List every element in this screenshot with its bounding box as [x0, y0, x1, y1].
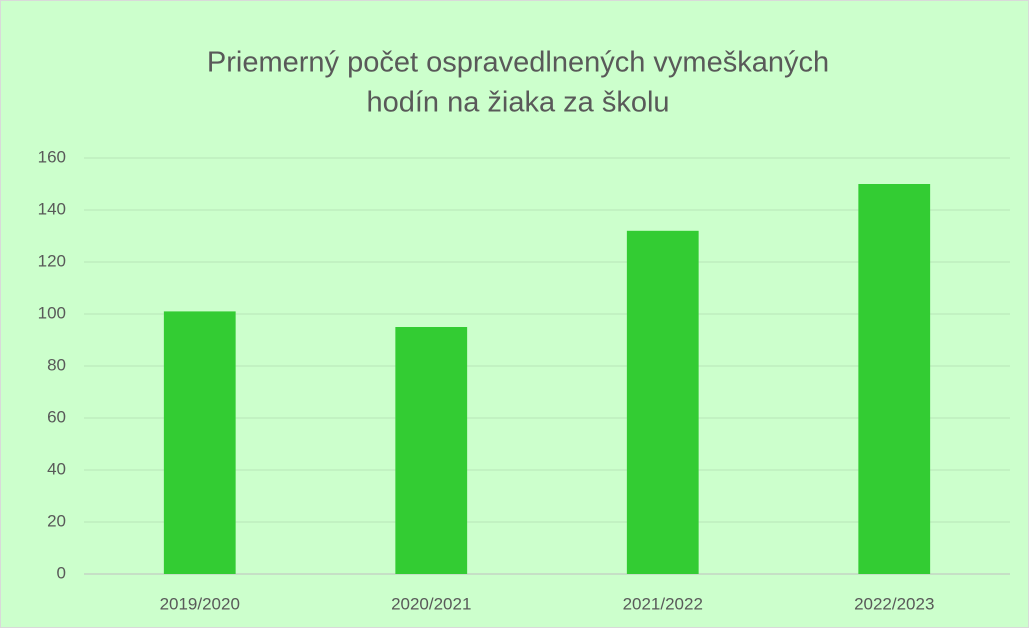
bar [163, 311, 236, 574]
y-tick-label: 80 [47, 355, 66, 374]
y-tick-label: 100 [38, 303, 66, 322]
x-tick-label: 2021/2022 [623, 594, 703, 613]
y-tick-label: 160 [38, 147, 66, 166]
bar [395, 327, 468, 574]
y-tick-label: 20 [47, 511, 66, 530]
y-tick-label: 140 [38, 199, 66, 218]
y-tick-label: 60 [47, 407, 66, 426]
bar [626, 230, 699, 575]
y-tick-label: 40 [47, 459, 66, 478]
chart-title: hodín na žiaka za školu [366, 87, 669, 119]
y-tick-label: 0 [57, 563, 66, 582]
x-tick-label: 2020/2021 [391, 594, 471, 613]
chart-title: Priemerný počet ospravedlnených vymeškan… [207, 47, 829, 79]
y-tick-label: 120 [38, 251, 66, 270]
x-tick-label: 2022/2023 [854, 594, 934, 613]
x-tick-label: 2019/2020 [160, 594, 240, 613]
bar [858, 184, 931, 574]
